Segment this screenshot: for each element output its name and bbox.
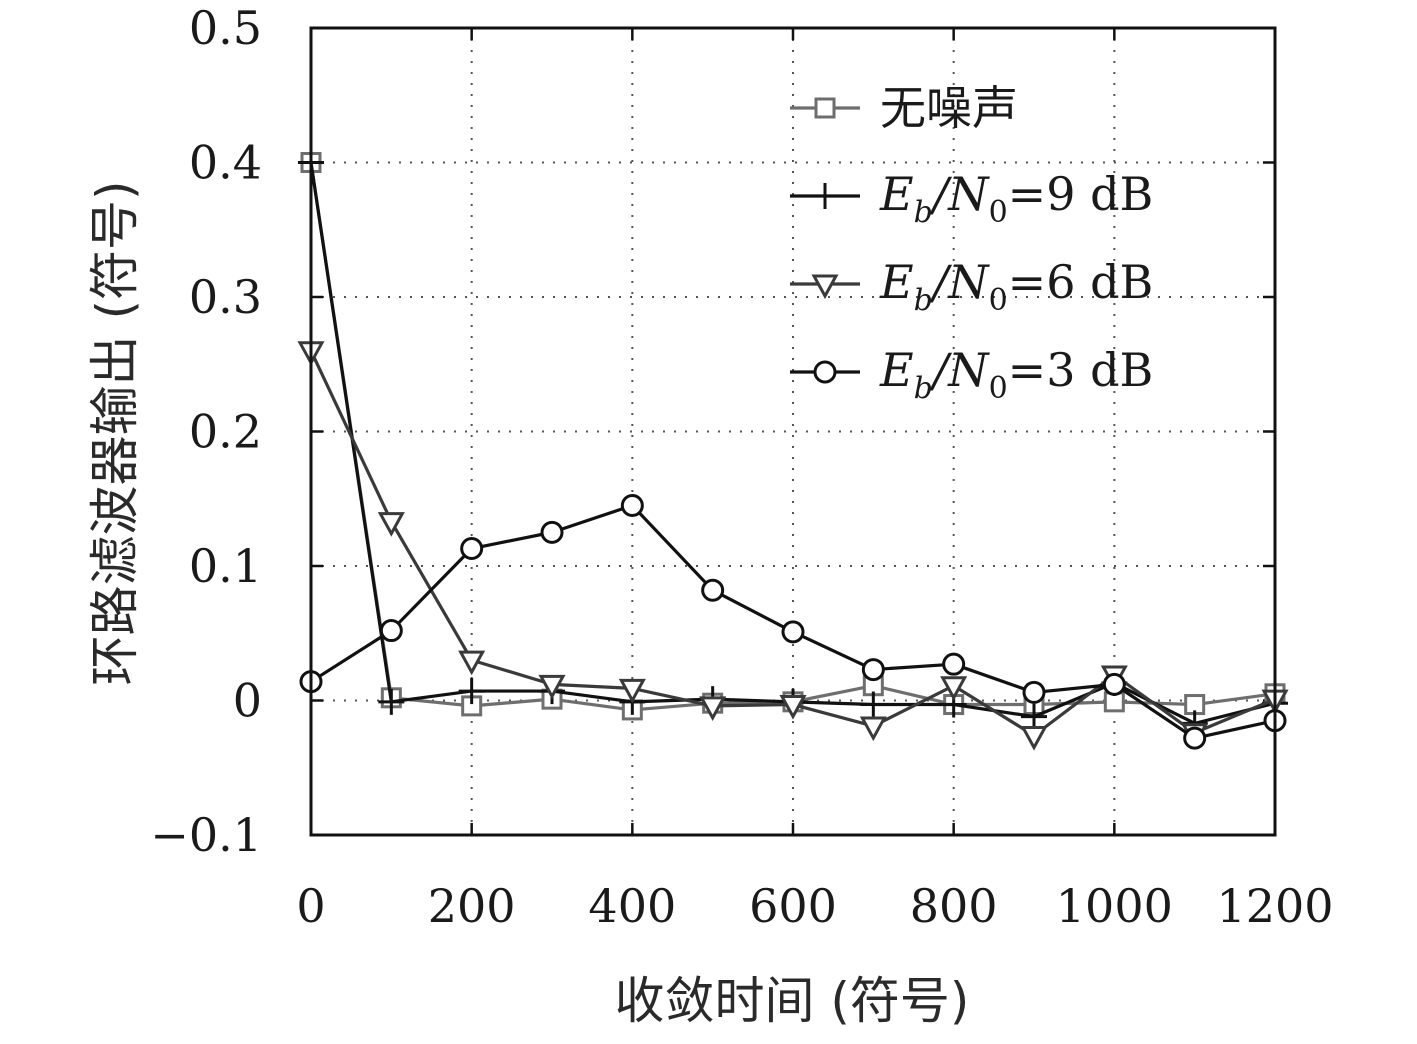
y-axis-title: 环路滤波器输出 (符号)	[86, 181, 144, 686]
data-point	[458, 678, 485, 705]
x-tick-label: 0	[296, 879, 325, 933]
y-tick-label: 0	[233, 674, 262, 728]
legend-symbol	[813, 360, 837, 384]
legend-label-noise-free: 无噪声	[880, 81, 1018, 135]
data-point	[781, 620, 805, 644]
series-3	[299, 493, 1287, 750]
legend-label-3db: Eb/N0=3 dB	[879, 343, 1153, 406]
data-point	[458, 650, 486, 676]
data-point	[1183, 726, 1207, 750]
data-point	[620, 493, 644, 517]
y-tick-label: −0.1	[150, 808, 262, 862]
data-point	[1102, 672, 1126, 696]
y-tick-label: 0.5	[189, 1, 262, 55]
data-point	[1020, 725, 1048, 751]
legend: 无噪声 Eb/N0=9 dB Eb/N0=6 dB Eb/N0=3 dB	[790, 81, 1153, 406]
legend-marker-1	[790, 183, 860, 209]
data-point	[861, 658, 885, 682]
data-point	[942, 652, 966, 676]
y-tick-label: 0.2	[189, 405, 262, 459]
data-point	[859, 716, 887, 742]
data-point	[701, 578, 725, 602]
y-tick-label: 0.1	[189, 539, 262, 593]
data-point	[618, 678, 646, 704]
y-tick-label: 0.3	[189, 270, 262, 324]
data-point	[860, 691, 887, 718]
data-point	[1021, 703, 1047, 730]
legend-symbol	[812, 183, 838, 209]
legend-marker-0	[790, 97, 860, 119]
legend-label-6db: Eb/N0=6 dB	[879, 255, 1153, 318]
data-point	[538, 674, 566, 700]
data-point	[699, 696, 727, 721]
data-point	[1022, 680, 1046, 704]
legend-symbol	[814, 97, 836, 119]
data-point	[377, 512, 405, 537]
legend-markers	[790, 97, 860, 384]
data-point	[540, 520, 564, 544]
legend-label-9db: Eb/N0=9 dB	[879, 167, 1153, 230]
x-tick-label: 800	[910, 879, 998, 933]
data-point	[378, 688, 405, 715]
data-point	[460, 537, 484, 561]
data-point	[940, 676, 968, 701]
legend-symbol	[811, 274, 839, 300]
x-tick-label: 400	[588, 879, 676, 933]
tick-labels: 0 200 400 600 800 1000 1200 −0.1 0 0.1 0.2 0.3 0.4 0.…	[150, 1, 1333, 933]
legend-marker-2	[790, 274, 860, 300]
data-point	[379, 619, 403, 643]
series-layer	[297, 149, 1289, 751]
data-point	[779, 695, 807, 720]
x-axis-title: 收敛时间 (符号)	[615, 972, 970, 1030]
y-tick-label: 0.4	[189, 136, 262, 190]
x-tick-label: 600	[749, 879, 837, 933]
legend-marker-3	[790, 360, 860, 384]
x-tick-label: 1200	[1216, 879, 1333, 933]
plot-frame	[309, 26, 1277, 837]
x-tick-label: 1000	[1056, 879, 1173, 933]
x-tick-label: 200	[428, 879, 516, 933]
